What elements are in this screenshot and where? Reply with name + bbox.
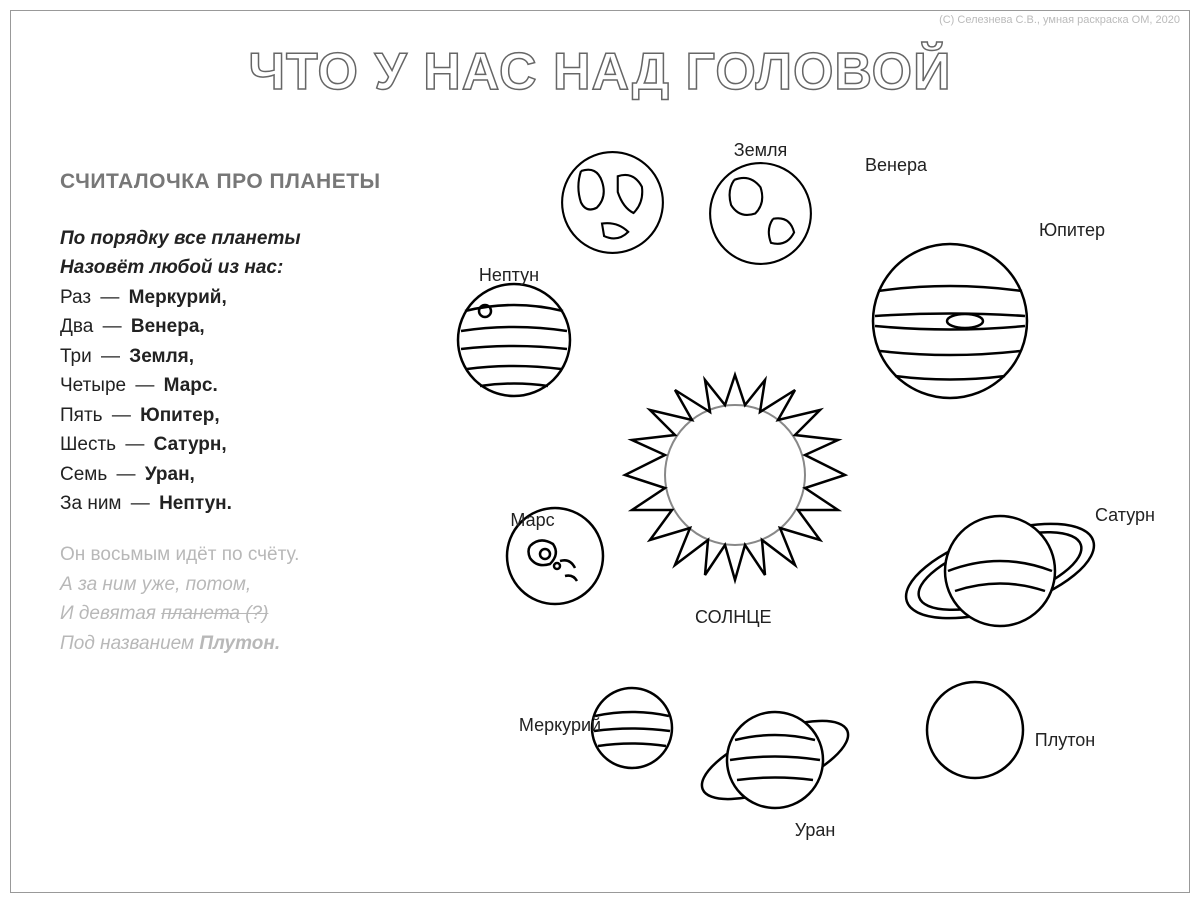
planet-earth: Земля [708,140,813,266]
sun-label: СОЛНЦЕ [695,607,772,628]
planet-jupiter: Юпитер [870,220,1030,401]
poem-line: Пять — Юпитер, [60,401,440,430]
page-title: ЧТО У НАС НАД ГОЛОВОЙ [0,42,1200,102]
poem-line: Два — Венера, [60,312,440,341]
earth-icon [560,150,665,255]
subtitle: СЧИТАЛОЧКА ПРО ПЛАНЕТЫ [60,170,440,194]
pluto-icon [925,680,1025,780]
planet-pluto: Плутон [925,680,1025,801]
planet-venus: Венера [865,155,927,176]
poem-block: По порядку все планеты Назовёт любой из … [60,224,440,658]
poem-line: Раз — Меркурий, [60,283,440,312]
earth-icon [708,161,813,266]
poem-line: Три — Земля, [60,342,440,371]
planet-neptune: Нептун [455,255,573,399]
poem-line: Семь — Уран, [60,460,440,489]
planet-saturn: Сатурн [900,475,1100,646]
poem-line: Шесть — Сатурн, [60,430,440,459]
uranus-icon [695,695,855,825]
poem-column: СЧИТАЛОЧКА ПРО ПЛАНЕТЫ По порядку все пл… [60,170,440,658]
poem-faded-4: Под названием Плутон. [60,629,440,658]
solar-system-diagram: СОЛНЦЕ Земля Венера Юпитер Сатурн Плутон… [470,140,1170,860]
jupiter-icon [870,241,1030,401]
copyright-text: (С) Селезнева С.В., умная раскраска ОМ, … [939,14,1180,26]
poem-intro-1: По порядку все планеты [60,224,440,253]
poem-intro-2: Назовёт любой из нас: [60,253,440,282]
planet-uranus: Уран [695,695,855,846]
neptune-icon [455,281,573,399]
poem-faded-2: А за ним уже, потом, [60,570,440,599]
poem-faded-1: Он восьмым идёт по счёту. [60,540,440,569]
planet-earth-left [560,150,665,255]
planet-mercury: Меркурий [545,685,675,771]
poem-line: Четыре — Марс. [60,371,440,400]
poem-line: За ним — Нептун. [60,489,440,518]
poem-faded-3: И девятая планета (?) [60,599,440,628]
planet-mars: Марс [460,495,605,606]
sun-icon [600,340,870,610]
